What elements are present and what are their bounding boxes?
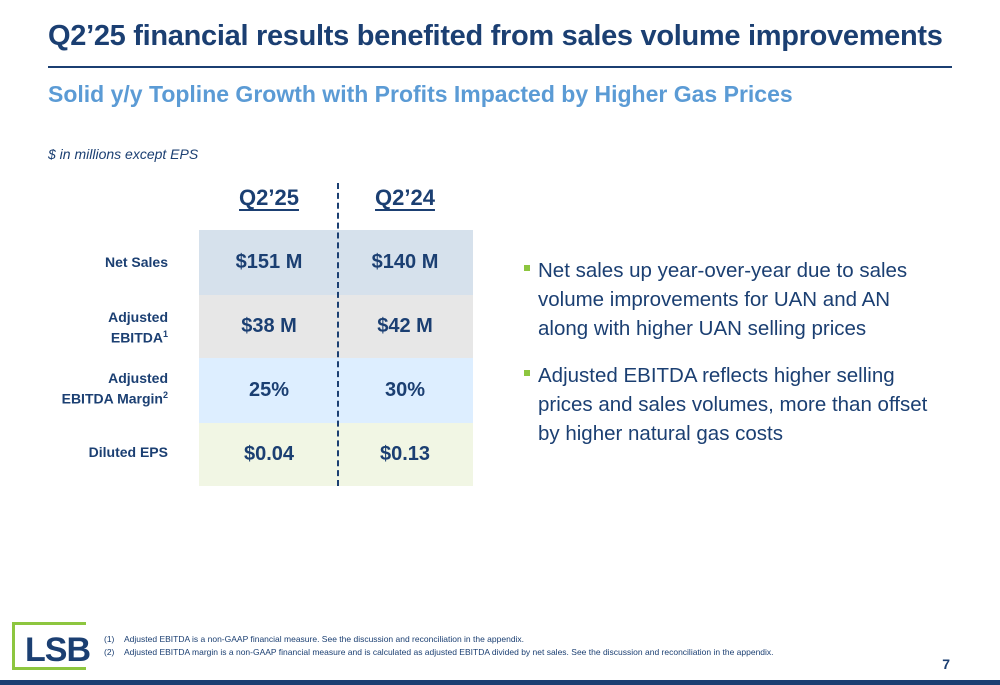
row-background-net-sales <box>199 230 473 295</box>
row-background-ebitda-margin <box>199 358 473 423</box>
cell-margin-q2-24: 30% <box>384 379 426 401</box>
bullet-item: Adjusted EBITDA reflects higher selling … <box>524 361 944 448</box>
slide-title: Q2’25 financial results benefited from s… <box>48 20 943 52</box>
cell-margin-q2-25: 25% <box>248 379 290 401</box>
square-bullet-icon <box>524 265 530 271</box>
row-label-diluted-eps: Diluted EPS <box>88 444 168 460</box>
column-divider <box>337 183 339 486</box>
cell-ebitda-q2-25: $38 M <box>241 315 297 337</box>
commentary-bullets: Net sales up year-over-year due to sales… <box>524 256 944 466</box>
cell-eps-q2-24: $0.13 <box>379 443 431 465</box>
footer-bar <box>0 680 1000 685</box>
row-label-adjusted-ebitda: Adjusted EBITDA1 <box>108 309 168 346</box>
column-header-q2-24: Q2’24 <box>375 185 435 210</box>
square-bullet-icon <box>524 370 530 376</box>
cell-net-sales-q2-25: $151 M <box>235 251 303 273</box>
cell-eps-q2-25: $0.04 <box>243 443 295 465</box>
units-note: $ in millions except EPS <box>48 146 199 162</box>
slide-subtitle: Solid y/y Topline Growth with Profits Im… <box>48 81 793 107</box>
footnotes: (1) Adjusted EBITDA is a non-GAAP financ… <box>104 633 774 659</box>
footnote-item: (2) Adjusted EBITDA margin is a non-GAAP… <box>104 647 774 657</box>
footnote-item: (1) Adjusted EBITDA is a non-GAAP financ… <box>104 634 525 644</box>
column-header-q2-25: Q2’25 <box>239 185 299 210</box>
row-background-diluted-eps <box>199 423 473 486</box>
row-label-net-sales: Net Sales <box>104 254 168 270</box>
bullet-item: Net sales up year-over-year due to sales… <box>524 256 944 343</box>
logo-text: LSB <box>25 631 91 669</box>
page-number: 7 <box>942 656 950 672</box>
lsb-logo: LSB <box>12 622 91 670</box>
cell-net-sales-q2-24: $140 M <box>371 251 439 273</box>
title-divider <box>48 66 952 68</box>
cell-ebitda-q2-24: $42 M <box>377 315 433 337</box>
row-background-adjusted-ebitda <box>199 295 473 358</box>
row-label-ebitda-margin: Adjusted EBITDA Margin2 <box>61 370 168 407</box>
